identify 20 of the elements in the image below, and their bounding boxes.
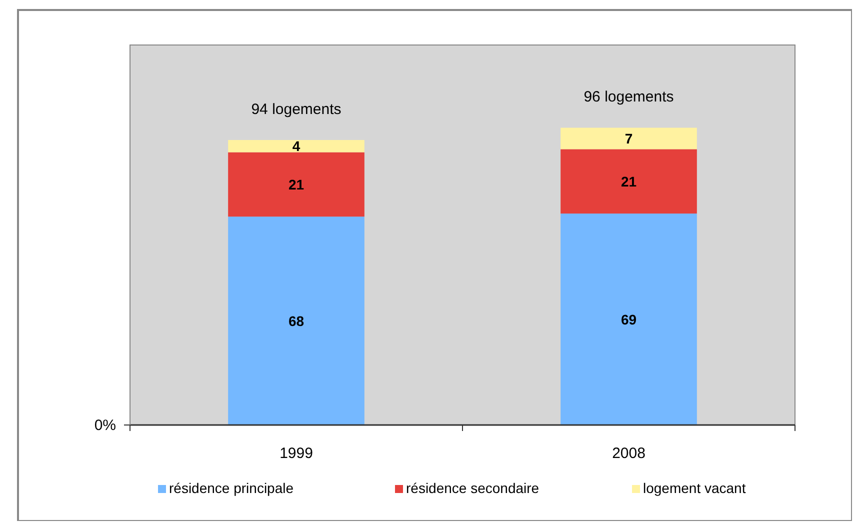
- bar: [228, 216, 364, 425]
- text: 0%: [94, 417, 116, 434]
- legend-label: logement vacant: [643, 480, 746, 496]
- x-tick-label: 1999: [280, 445, 313, 462]
- bar: [228, 140, 364, 152]
- data-label: 21: [620, 173, 637, 190]
- legend-label: résidence principale: [169, 480, 294, 496]
- bar: [228, 152, 364, 217]
- total-label: 94 logements: [251, 101, 342, 118]
- legend-label: résidence secondaire: [406, 480, 540, 496]
- data-label: 68: [288, 312, 304, 329]
- data-label: 7: [624, 130, 633, 146]
- data-label: 69: [620, 311, 637, 328]
- bar: [560, 128, 697, 150]
- x-tick-label: 2008: [612, 445, 646, 462]
- bar: [560, 149, 697, 214]
- bar: [560, 214, 697, 425]
- total-label: 96 logements: [584, 88, 674, 106]
- data-label: 4: [292, 138, 300, 154]
- data-label: 21: [288, 176, 304, 192]
